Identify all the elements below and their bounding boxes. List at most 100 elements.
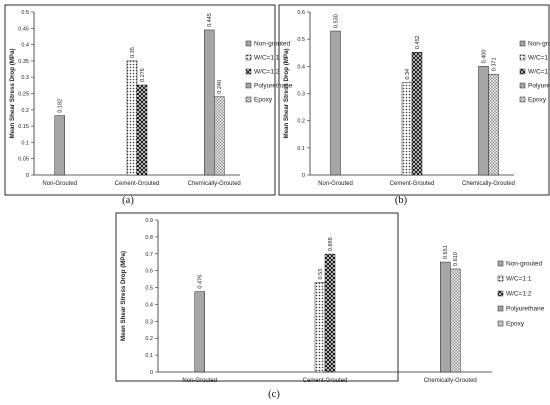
y-tick-label: 0.8: [145, 235, 153, 241]
category-label: Non-Grouted: [182, 378, 217, 384]
bar-polyurethane: [440, 261, 451, 373]
chart-1: 0 0.1 0.2 0.3 0.4 0.5 0.6 Mean Shear Stress Dro…: [278, 4, 550, 206]
legend-entry: Non-grouted: [528, 41, 550, 48]
data-label: 0.452: [415, 35, 421, 49]
legend-entry: W/C=1:2: [528, 69, 550, 76]
y-tick-label: 0.5: [21, 10, 29, 16]
panel-caption: (c): [268, 389, 280, 400]
y-tick-label: 0.2: [297, 119, 305, 125]
legend-entry: Non-grouted: [506, 261, 543, 268]
panel-caption: (a): [122, 195, 134, 206]
legend: Non-grouted W/C=1:1 W/C=1:2 Polyurethane Epo…: [519, 41, 550, 104]
category-label: Chemically-Grouted: [188, 181, 241, 187]
category-label: Non-Grouted: [318, 181, 353, 187]
y-tick-label: 0: [150, 370, 153, 376]
y-tick-label: 0.3: [297, 92, 305, 98]
y-tick-label: 0.5: [145, 286, 153, 292]
data-label: 0.651: [443, 245, 449, 259]
bar-w-c-1-1: [401, 82, 413, 176]
bar-w-c-1-2: [324, 253, 336, 373]
y-tick-label: 0.5: [297, 37, 305, 43]
x-tick-labels: Non-Grouted Cement-Grouted Chemically-Grou…: [318, 181, 515, 187]
bar-epoxy: [450, 268, 461, 373]
legend-entry: Polyurethane: [528, 83, 550, 90]
category-label: Chemically-Grouted: [462, 181, 515, 187]
y-tick-label: 0.3: [21, 75, 29, 81]
legend-entry: Polyurethane: [506, 306, 545, 313]
data-label: 0.240: [217, 80, 223, 94]
y-tick-label: 0.6: [297, 10, 305, 16]
y-axis-label: Mean Shear Stress Drop (MPa): [120, 251, 127, 341]
y-tick-label: 0.2: [145, 336, 153, 342]
legend: Non-grouted W/C=1:1 W/C=1:2 Polyurethane Epo…: [245, 41, 293, 104]
bar-w-c-1-2: [411, 51, 423, 176]
legend-swatch: [519, 82, 526, 89]
legend-entry: Epoxy: [528, 97, 547, 104]
y-tick-label: 0.45: [18, 26, 29, 32]
legend-swatch: [245, 96, 252, 103]
y-axis-label: Mean Shear Stress Drop (MPa): [9, 48, 16, 138]
legend-entry: W/C=1:2: [254, 69, 280, 76]
bar-epoxy: [214, 96, 225, 176]
data-label: 0.53: [318, 269, 324, 280]
chart-0: 0 0.05 0.1 0.15 0.2 0.25 0.3 0.35 0.4 0.45 0.5 Mean…: [4, 4, 293, 206]
legend-entry: Polyurethane: [254, 83, 293, 90]
bar-w-c-1-1: [126, 60, 138, 176]
y-tick-label: 0.1: [21, 140, 29, 146]
y-tick-label: 0.7: [145, 252, 153, 258]
bars: 0.182 0.35 0.276 0.445 0.240: [54, 13, 225, 176]
bar-polyurethane: [478, 66, 489, 176]
bar-epoxy: [488, 73, 499, 176]
data-label: 0.445: [207, 13, 213, 27]
category-label: Chemically-Grouted: [424, 378, 477, 384]
y-tick-labels: 0 0.1 0.2 0.3 0.4 0.5 0.6: [297, 10, 310, 179]
y-tick-label: 0.1: [297, 146, 305, 152]
chart-frame: [4, 4, 276, 196]
y-tick-label: 0.2: [21, 108, 29, 114]
data-label: 0.530: [334, 14, 340, 28]
legend-swatch: [497, 305, 504, 312]
y-tick-label: 0.9: [145, 218, 153, 224]
legend-entry: W/C=1:1: [528, 55, 550, 62]
chart-2: 0 0.1 0.2 0.3 0.4 0.5 0.6 0.7 0.8 0.9 Mean Shear S…: [115, 212, 545, 400]
bar-non-grouted: [194, 291, 205, 373]
y-tick-label: 0.4: [297, 64, 305, 70]
data-label: 0.276: [140, 68, 146, 82]
bar-w-c-1-2: [136, 84, 148, 176]
y-tick-label: 0.05: [18, 157, 29, 163]
panel-caption: (b): [395, 195, 408, 206]
data-label: 0.698: [328, 237, 334, 251]
bar-non-grouted: [330, 30, 341, 176]
bar-polyurethane: [204, 29, 215, 176]
bars: 0.476 0.53 0.698 0.651 0.610: [194, 237, 461, 373]
legend-entry: W/C=1:1: [506, 276, 532, 283]
charts-root: 0 0.05 0.1 0.15 0.2 0.25 0.3 0.35 0.4 0.45 0.5 Mean…: [4, 4, 550, 400]
legend-swatch: [245, 68, 252, 75]
data-label: 0.371: [492, 57, 498, 71]
y-tick-labels: 0 0.05 0.1 0.15 0.2 0.25 0.3 0.35 0.4 0.45 0.5: [18, 10, 34, 179]
y-tick-label: 0.4: [145, 302, 153, 308]
legend-entry: W/C=1:1: [254, 55, 280, 62]
legend-entry: Epoxy: [254, 97, 273, 104]
y-tick-label: 0.25: [18, 92, 29, 98]
legend-swatch: [519, 54, 526, 61]
x-tick-labels: Non-Grouted Cement-Grouted Chemically-Grou…: [42, 181, 240, 187]
chart-frame: [278, 4, 550, 196]
legend-swatch: [497, 290, 504, 297]
data-label: 0.400: [482, 50, 488, 64]
legend-entry: Non-grouted: [254, 41, 291, 48]
y-tick-label: 0.35: [18, 59, 29, 65]
y-tick-label: 0: [26, 173, 29, 179]
category-label: Cement-Grouted: [115, 181, 160, 187]
legend-swatch: [245, 82, 252, 89]
y-tick-label: 0.15: [18, 124, 29, 130]
legend-entry: Epoxy: [506, 321, 525, 328]
bar-w-c-1-1: [314, 282, 326, 373]
data-label: 0.34: [405, 69, 411, 80]
data-label: 0.35: [130, 47, 136, 58]
category-label: Cement-Grouted: [390, 181, 435, 187]
y-tick-label: 0.6: [145, 269, 153, 275]
legend-swatch: [519, 68, 526, 75]
legend-swatch: [497, 320, 504, 327]
